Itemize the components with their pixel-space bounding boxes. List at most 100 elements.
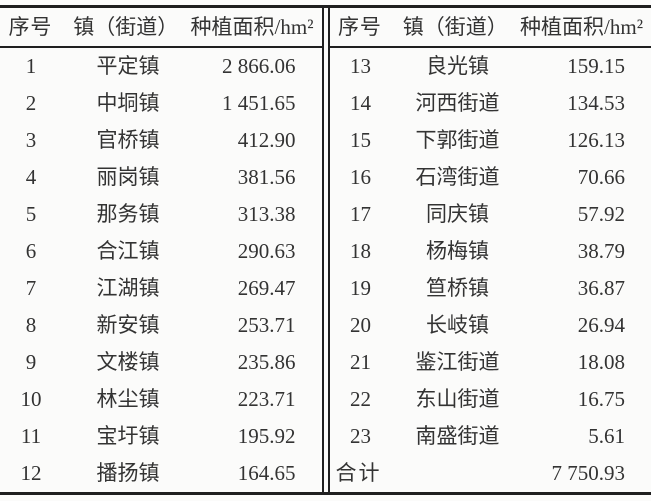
row-number-cell: 16 [350,165,371,189]
area-value-cell: 235.86 [237,350,296,374]
table-row: 6 合江镇 290.63 [0,233,322,270]
town-name-cell: 播扬镇 [96,461,160,485]
table-row: 15 下郭街道 126.13 [330,122,651,159]
town-name-cell: 平定镇 [96,54,160,78]
row-number-cell: 19 [350,276,371,300]
row-number-cell: 12 [20,461,42,485]
town-name-cell: 江湖镇 [96,276,160,300]
row-number-cell: 8 [25,313,37,337]
table-row: 18 杨梅镇 38.79 [330,233,651,270]
area-value-cell: 134.53 [567,91,625,115]
town-name-cell: 良光镇 [426,54,489,78]
town-name-cell: 文楼镇 [96,350,160,374]
area-value-cell: 18.08 [577,350,625,374]
total-label-cell: 合计 [335,461,382,485]
town-name-cell: 官桥镇 [96,128,160,152]
town-name-cell: 中垌镇 [96,91,160,115]
town-name-cell: 鉴江街道 [415,350,500,374]
table-row: 14 河西街道 134.53 [330,85,651,122]
town-name-cell: 东山街道 [415,387,500,411]
column-header-area: 种植面积/hm² [190,14,314,39]
town-name-cell: 合江镇 [96,239,160,263]
area-value-cell: 70.66 [577,165,625,189]
area-value-cell: 38.79 [577,239,625,263]
table-row: 17 同庆镇 57.92 [330,196,651,233]
area-value-cell: 195.92 [237,424,296,448]
area-value-cell: 1 451.65 [222,91,296,115]
column-header-town: 镇（街道） [402,14,508,39]
town-name-cell: 同庆镇 [426,202,489,226]
column-header-town: 镇（街道） [73,14,179,39]
row-number-cell: 11 [20,424,42,448]
row-number-cell: 6 [25,239,37,263]
area-value-cell: 412.90 [237,128,296,152]
table-row: 10 林尘镇 223.71 [0,381,322,418]
area-value-cell: 164.65 [237,461,296,485]
town-name-cell: 杨梅镇 [426,239,489,263]
table-right-half: 序号 镇（街道） 种植面积/hm² 13 良光镇 159.15 14 河西街道 … [327,8,651,492]
table-row: 2 中垌镇 1 451.65 [0,85,322,122]
row-number-cell: 15 [350,128,371,152]
row-number-cell: 21 [350,350,371,374]
area-value-cell: 126.13 [567,128,625,152]
table-left-rows: 1 平定镇 2 866.06 2 中垌镇 1 451.65 3 官桥镇 412.… [0,48,322,492]
area-value-cell: 159.15 [567,54,625,78]
table-row: 5 那务镇 313.38 [0,196,322,233]
area-value-cell: 290.63 [237,239,296,263]
row-number-cell: 14 [350,91,371,115]
table-row: 3 官桥镇 412.90 [0,122,322,159]
town-name-cell: 丽岗镇 [96,165,160,189]
row-number-cell: 22 [350,387,371,411]
row-number-cell: 1 [25,54,37,78]
row-number-cell: 18 [350,239,371,263]
row-number-cell: 9 [25,350,37,374]
table-left-half: 序号 镇（街道） 种植面积/hm² 1 平定镇 2 866.06 2 中垌镇 1… [0,8,324,492]
row-number-cell: 4 [25,165,37,189]
town-name-cell: 河西街道 [415,91,500,115]
table-row: 22 东山街道 16.75 [330,381,651,418]
table-header-row-right: 序号 镇（街道） 种植面积/hm² [329,8,651,48]
town-name-cell: 林尘镇 [96,387,160,411]
table-header-row-left: 序号 镇（街道） 种植面积/hm² [0,8,322,48]
table-row: 11 宝圩镇 195.92 [0,418,322,455]
row-number-cell: 3 [25,128,37,152]
area-value-cell: 36.87 [577,276,625,300]
table-row: 13 良光镇 159.15 [330,48,651,85]
total-row: 合计 7 750.93 [330,455,651,492]
table-row: 1 平定镇 2 866.06 [0,48,322,85]
column-header-no: 序号 [337,14,382,39]
table-row: 4 丽岗镇 381.56 [0,159,322,196]
area-value-cell: 269.47 [237,276,296,300]
row-number-cell: 13 [350,54,371,78]
row-number-cell: 5 [25,202,37,226]
table-row: 21 鉴江街道 18.08 [330,344,651,381]
table-row: 19 笪桥镇 36.87 [330,270,651,307]
town-name-cell: 石湾街道 [415,165,500,189]
row-number-cell: 17 [350,202,371,226]
area-value-cell: 57.92 [577,202,625,226]
table-row: 8 新安镇 253.71 [0,307,322,344]
town-name-cell: 长岐镇 [426,313,489,337]
table-right-rows: 13 良光镇 159.15 14 河西街道 134.53 15 下郭街道 126… [330,48,651,455]
town-name-cell: 那务镇 [96,202,160,226]
table-row: 16 石湾街道 70.66 [330,159,651,196]
town-name-cell: 宝圩镇 [96,424,160,448]
planting-area-table: 序号 镇（街道） 种植面积/hm² 1 平定镇 2 866.06 2 中垌镇 1… [0,5,651,495]
area-value-cell: 313.38 [237,202,296,226]
area-value-cell: 223.71 [237,387,296,411]
area-value-cell: 253.71 [237,313,296,337]
table-row: 9 文楼镇 235.86 [0,344,322,381]
row-number-cell: 10 [20,387,42,411]
row-number-cell: 23 [350,424,371,448]
area-value-cell: 16.75 [577,387,625,411]
area-value-cell: 5.61 [588,424,625,448]
town-name-cell: 南盛街道 [415,424,500,448]
table-row: 23 南盛街道 5.61 [330,418,651,455]
table-row: 20 长岐镇 26.94 [330,307,651,344]
row-number-cell: 20 [350,313,371,337]
area-value-cell: 2 866.06 [222,54,296,78]
table-row: 7 江湖镇 269.47 [0,270,322,307]
town-name-cell: 笪桥镇 [426,276,489,300]
town-name-cell: 下郭街道 [415,128,500,152]
